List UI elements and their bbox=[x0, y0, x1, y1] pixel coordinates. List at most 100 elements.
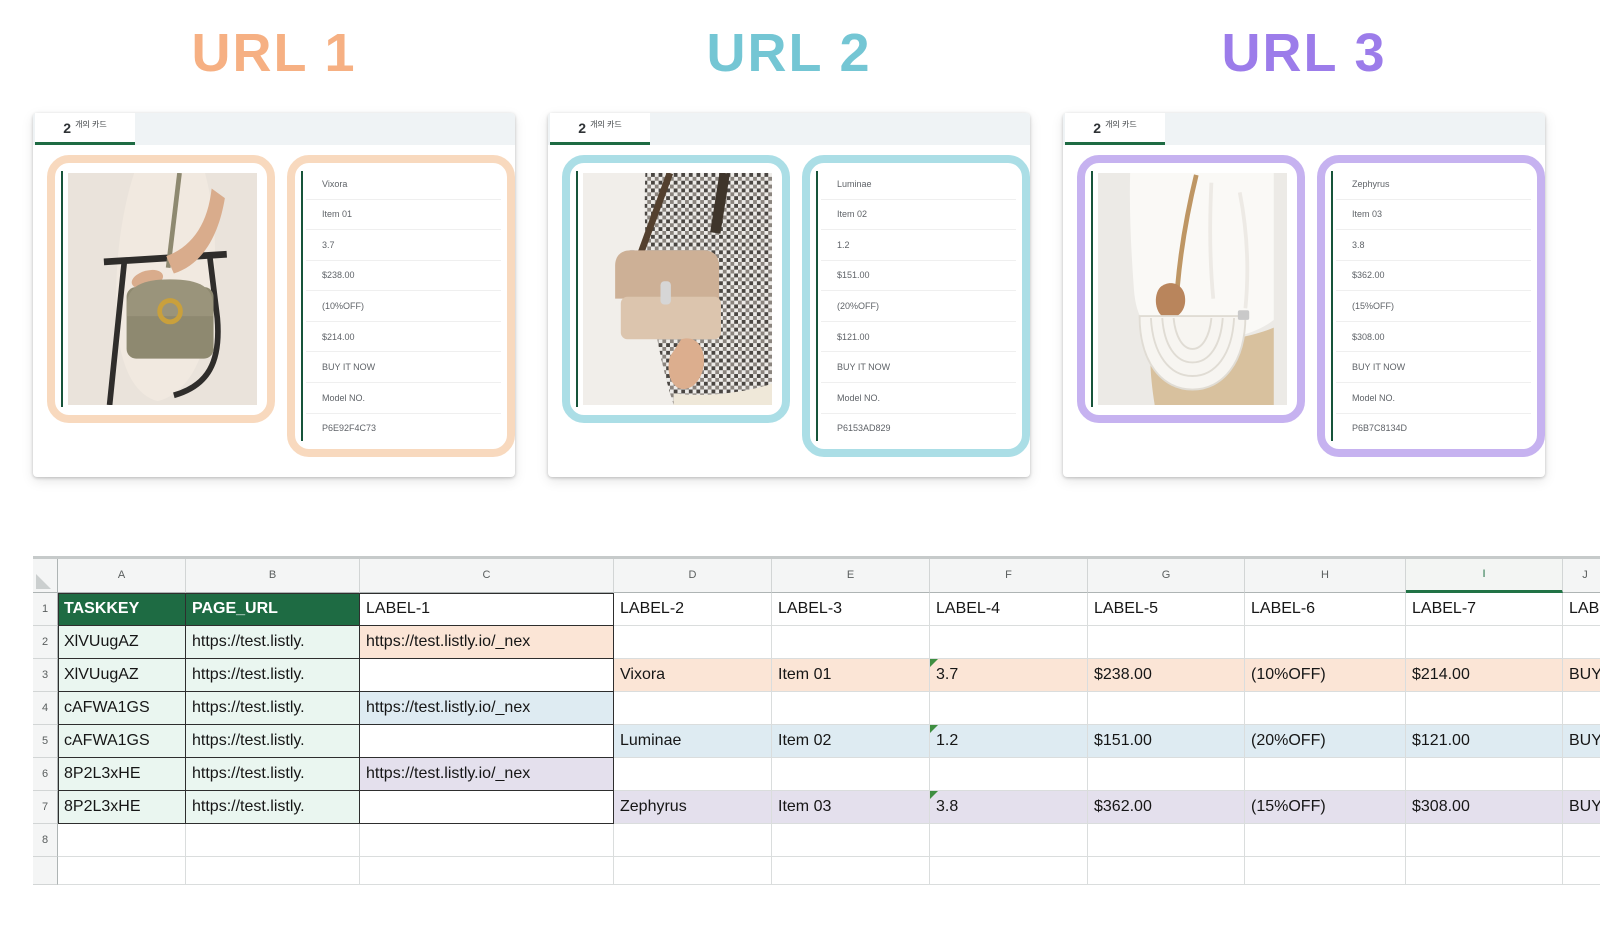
cell-F5-number-stored-as-text[interactable]: 1.2 bbox=[930, 725, 1088, 758]
cell-F3-number-stored-as-text[interactable]: 3.7 bbox=[930, 659, 1088, 692]
cell-A6[interactable]: 8P2L3xHE bbox=[58, 758, 186, 791]
cell-F4[interactable] bbox=[930, 692, 1088, 725]
cell-C2[interactable]: https://test.listly.io/_nex bbox=[360, 626, 614, 659]
cell-C7[interactable] bbox=[360, 791, 614, 824]
cell-A5[interactable]: cAFWA1GS bbox=[58, 725, 186, 758]
column-header-B[interactable]: B bbox=[186, 559, 360, 593]
cell-F9[interactable] bbox=[930, 857, 1088, 885]
column-header-D[interactable]: D bbox=[614, 559, 772, 593]
cell-C5[interactable] bbox=[360, 725, 614, 758]
column-header-I-selected[interactable]: I bbox=[1406, 559, 1563, 593]
cell-D4[interactable] bbox=[614, 692, 772, 725]
cell-H1[interactable]: LABEL-6 bbox=[1245, 593, 1406, 626]
cell-I1[interactable]: LABEL-7 bbox=[1406, 593, 1563, 626]
cell-I9[interactable] bbox=[1406, 857, 1563, 885]
cell-B5[interactable]: https://test.listly. bbox=[186, 725, 360, 758]
cell-I8[interactable] bbox=[1406, 824, 1563, 857]
row-header-5[interactable]: 5 bbox=[33, 725, 58, 758]
cell-I7[interactable]: $308.00 bbox=[1406, 791, 1563, 824]
cell-C8[interactable] bbox=[360, 824, 614, 857]
cell-A7[interactable]: 8P2L3xHE bbox=[58, 791, 186, 824]
row-header-2[interactable]: 2 bbox=[33, 626, 58, 659]
cell-H2[interactable] bbox=[1245, 626, 1406, 659]
cell-B9[interactable] bbox=[186, 857, 360, 885]
cell-D1[interactable]: LABEL-2 bbox=[614, 593, 772, 626]
cell-H7[interactable]: (15%OFF) bbox=[1245, 791, 1406, 824]
cell-J9[interactable] bbox=[1563, 857, 1600, 885]
cell-C4[interactable]: https://test.listly.io/_nex bbox=[360, 692, 614, 725]
cell-G9[interactable] bbox=[1088, 857, 1245, 885]
cell-B6[interactable]: https://test.listly. bbox=[186, 758, 360, 791]
cell-D3[interactable]: Vixora bbox=[614, 659, 772, 692]
row-header-4[interactable]: 4 bbox=[33, 692, 58, 725]
cell-H5[interactable]: (20%OFF) bbox=[1245, 725, 1406, 758]
cell-A4[interactable]: cAFWA1GS bbox=[58, 692, 186, 725]
cell-G7[interactable]: $362.00 bbox=[1088, 791, 1245, 824]
cell-J8[interactable] bbox=[1563, 824, 1600, 857]
cell-G2[interactable] bbox=[1088, 626, 1245, 659]
cell-J3[interactable]: BUY IT NOW bbox=[1563, 659, 1600, 692]
cell-J2[interactable] bbox=[1563, 626, 1600, 659]
cell-B7[interactable]: https://test.listly. bbox=[186, 791, 360, 824]
cell-C6[interactable]: https://test.listly.io/_nex bbox=[360, 758, 614, 791]
cell-I5[interactable]: $121.00 bbox=[1406, 725, 1563, 758]
cell-I6[interactable] bbox=[1406, 758, 1563, 791]
cell-F6[interactable] bbox=[930, 758, 1088, 791]
cell-C9[interactable] bbox=[360, 857, 614, 885]
cell-I4[interactable] bbox=[1406, 692, 1563, 725]
select-all-corner[interactable] bbox=[33, 559, 58, 593]
cell-E8[interactable] bbox=[772, 824, 930, 857]
row-header-9[interactable] bbox=[33, 857, 58, 885]
cell-E3[interactable]: Item 01 bbox=[772, 659, 930, 692]
cell-D8[interactable] bbox=[614, 824, 772, 857]
cell-B3[interactable]: https://test.listly. bbox=[186, 659, 360, 692]
cell-G4[interactable] bbox=[1088, 692, 1245, 725]
cell-E6[interactable] bbox=[772, 758, 930, 791]
cell-E5[interactable]: Item 02 bbox=[772, 725, 930, 758]
cell-F8[interactable] bbox=[930, 824, 1088, 857]
column-header-E[interactable]: E bbox=[772, 559, 930, 593]
column-header-J[interactable]: J bbox=[1563, 559, 1600, 593]
column-header-A[interactable]: A bbox=[58, 559, 186, 593]
cell-E4[interactable] bbox=[772, 692, 930, 725]
cell-F2[interactable] bbox=[930, 626, 1088, 659]
cell-F7-number-stored-as-text[interactable]: 3.8 bbox=[930, 791, 1088, 824]
cell-E2[interactable] bbox=[772, 626, 930, 659]
cell-E9[interactable] bbox=[772, 857, 930, 885]
cell-B8[interactable] bbox=[186, 824, 360, 857]
cell-C1[interactable]: LABEL-1 bbox=[360, 593, 614, 626]
cell-J6[interactable] bbox=[1563, 758, 1600, 791]
column-header-F[interactable]: F bbox=[930, 559, 1088, 593]
row-header-3[interactable]: 3 bbox=[33, 659, 58, 692]
cell-A2[interactable]: XlVUugAZ bbox=[58, 626, 186, 659]
column-header-H[interactable]: H bbox=[1245, 559, 1406, 593]
cell-H3[interactable]: (10%OFF) bbox=[1245, 659, 1406, 692]
cell-F1[interactable]: LABEL-4 bbox=[930, 593, 1088, 626]
cell-D6[interactable] bbox=[614, 758, 772, 791]
cell-E1[interactable]: LABEL-3 bbox=[772, 593, 930, 626]
cell-H8[interactable] bbox=[1245, 824, 1406, 857]
cell-C3[interactable] bbox=[360, 659, 614, 692]
cell-J5[interactable]: BUY IT NOW bbox=[1563, 725, 1600, 758]
cell-G5[interactable]: $151.00 bbox=[1088, 725, 1245, 758]
cell-H9[interactable] bbox=[1245, 857, 1406, 885]
row-header-7[interactable]: 7 bbox=[33, 791, 58, 824]
url2-cards-tab[interactable]: 2 개의 카드 bbox=[550, 113, 650, 145]
cell-A1[interactable]: TASKKEY bbox=[58, 593, 186, 626]
cell-E7[interactable]: Item 03 bbox=[772, 791, 930, 824]
column-header-G[interactable]: G bbox=[1088, 559, 1245, 593]
cell-J1[interactable]: LABEL-8 bbox=[1563, 593, 1600, 626]
cell-A9[interactable] bbox=[58, 857, 186, 885]
row-header-1[interactable]: 1 bbox=[33, 593, 58, 626]
cell-H6[interactable] bbox=[1245, 758, 1406, 791]
url1-cards-tab[interactable]: 2 개의 카드 bbox=[35, 113, 135, 145]
row-header-6[interactable]: 6 bbox=[33, 758, 58, 791]
cell-A8[interactable] bbox=[58, 824, 186, 857]
cell-D2[interactable] bbox=[614, 626, 772, 659]
cell-I2[interactable] bbox=[1406, 626, 1563, 659]
cell-J7[interactable]: BUY IT NOW bbox=[1563, 791, 1600, 824]
cell-B4[interactable]: https://test.listly. bbox=[186, 692, 360, 725]
cell-G8[interactable] bbox=[1088, 824, 1245, 857]
cell-D7[interactable]: Zephyrus bbox=[614, 791, 772, 824]
cell-A3[interactable]: XlVUugAZ bbox=[58, 659, 186, 692]
